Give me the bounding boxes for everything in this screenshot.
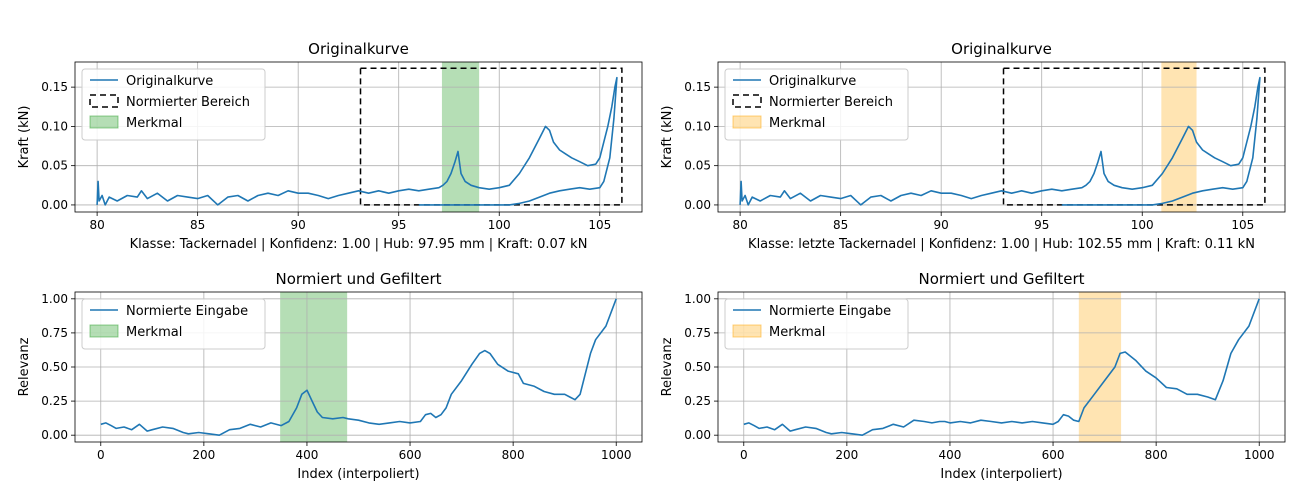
chart-panel-1: 80 85 90 95 100 105 0.00 0.05 0.10 0.15 Originalku… [17, 40, 643, 252]
legend-swatch-normalized-region [89, 94, 119, 108]
y-tick-label: 0.75 [684, 326, 711, 340]
axes-frame [717, 61, 1286, 213]
chart-title: Normiert und Gefiltert [275, 270, 441, 288]
x-tick-label: 0 [740, 448, 748, 462]
x-tick-label: 400 [296, 448, 319, 462]
legend-swatch-feature [89, 324, 119, 338]
y-axis-label: Relevanz [17, 337, 32, 396]
legend-label: Originalkurve [769, 74, 856, 89]
x-tick-label: 95 [391, 218, 406, 232]
legend-box [724, 68, 909, 141]
legend-label: Originalkurve [126, 74, 213, 89]
legend-label: Merkmal [769, 116, 825, 131]
chart-panel-2: 80 85 90 95 100 105 0.00 0.05 0.10 0.15 Originalku… [660, 40, 1286, 252]
normalized-region [1002, 67, 1266, 206]
x-tick-label: 100 [1131, 218, 1154, 232]
legend-label: Normierte Eingabe [769, 304, 891, 319]
legend: Normierte Eingabe Merkmal [81, 298, 266, 350]
y-tick-label: 0.10 [41, 119, 68, 133]
normalized-region [359, 67, 623, 206]
legend-box [81, 298, 266, 350]
y-tick-label: 0.25 [41, 394, 68, 408]
y-tick-label: 0.00 [684, 428, 711, 442]
x-tick-label: 85 [833, 218, 848, 232]
x-axis-label: Klasse: letzte Tackernadel | Konfidenz: … [748, 237, 1255, 252]
x-tick-label: 200 [192, 448, 215, 462]
y-tick-label: 0.25 [684, 394, 711, 408]
legend-swatch-feature [732, 115, 762, 129]
y-tick-label: 1.00 [684, 292, 711, 306]
x-tick-label: 80 [732, 218, 747, 232]
x-axis-label: Index (interpoliert) [940, 467, 1062, 482]
x-tick-label: 400 [939, 448, 962, 462]
x-tick-label: 600 [1042, 448, 1065, 462]
x-axis-label: Klasse: Tackernadel | Konfidenz: 1.00 | … [130, 237, 588, 252]
legend-box [81, 68, 266, 141]
y-tick-label: 0.05 [684, 159, 711, 173]
x-axis-label: Index (interpoliert) [297, 467, 419, 482]
legend-label: Normierter Bereich [126, 95, 250, 110]
legend-label: Normierter Bereich [769, 95, 893, 110]
chart-panel-3: 0 200 400 600 800 1000 0.00 0.25 0.50 0.75 1.00 Nor… [17, 270, 643, 482]
legend-swatch-feature [732, 324, 762, 338]
chart-title: Originalkurve [951, 40, 1052, 58]
y-tick-label: 0.50 [41, 360, 68, 374]
x-tick-label: 1000 [601, 448, 632, 462]
x-tick-label: 95 [1034, 218, 1049, 232]
x-tick-label: 100 [488, 218, 511, 232]
grid [75, 62, 642, 212]
y-tick-label: 0.00 [684, 198, 711, 212]
y-tick-label: 0.15 [41, 80, 68, 94]
y-tick-label: 0.00 [41, 198, 68, 212]
series-line [96, 76, 618, 206]
x-tick-label: 105 [588, 218, 611, 232]
legend-label: Normierte Eingabe [126, 304, 248, 319]
y-tick-label: 1.00 [41, 292, 68, 306]
y-axis-label: Kraft (kN) [660, 106, 675, 169]
y-tick-label: 0.50 [684, 360, 711, 374]
legend-box [724, 298, 909, 350]
y-axis-label: Relevanz [660, 337, 675, 396]
y-tick-label: 0.10 [684, 119, 711, 133]
x-tick-label: 90 [291, 218, 306, 232]
legend: Originalkurve Normierter Bereich Merkmal [724, 68, 909, 141]
legend: Normierte Eingabe Merkmal [724, 298, 909, 350]
grid [75, 292, 642, 442]
series-line [743, 298, 1260, 436]
x-tick-label: 1000 [1244, 448, 1275, 462]
legend-label: Merkmal [126, 116, 182, 131]
grid [718, 292, 1285, 442]
x-tick-label: 0 [97, 448, 105, 462]
x-tick-label: 105 [1231, 218, 1254, 232]
feature-span [1161, 62, 1197, 212]
y-tick-label: 0.05 [41, 159, 68, 173]
legend-label: Merkmal [769, 325, 825, 340]
legend-label: Merkmal [126, 325, 182, 340]
y-tick-label: 0.00 [41, 428, 68, 442]
x-tick-label: 800 [1145, 448, 1168, 462]
legend-swatch-normalized-region [732, 94, 762, 108]
y-tick-label: 0.75 [41, 326, 68, 340]
feature-span [441, 62, 480, 212]
x-tick-label: 90 [934, 218, 949, 232]
x-tick-label: 600 [399, 448, 422, 462]
y-tick-label: 0.15 [684, 80, 711, 94]
series-line [739, 76, 1261, 206]
legend: Originalkurve Normierter Bereich Merkmal [81, 68, 266, 141]
axes-frame [74, 61, 643, 213]
x-tick-label: 80 [89, 218, 104, 232]
chart-title: Originalkurve [308, 40, 409, 58]
chart-panel-4: 0 200 400 600 800 1000 0.00 0.25 0.50 0.75 1.00 Nor… [660, 270, 1286, 482]
x-tick-label: 85 [190, 218, 205, 232]
chart-title: Normiert und Gefiltert [918, 270, 1084, 288]
y-axis-label: Kraft (kN) [17, 106, 32, 169]
series-line [100, 298, 617, 436]
x-tick-label: 800 [502, 448, 525, 462]
legend-swatch-feature [89, 115, 119, 129]
x-tick-label: 200 [835, 448, 858, 462]
